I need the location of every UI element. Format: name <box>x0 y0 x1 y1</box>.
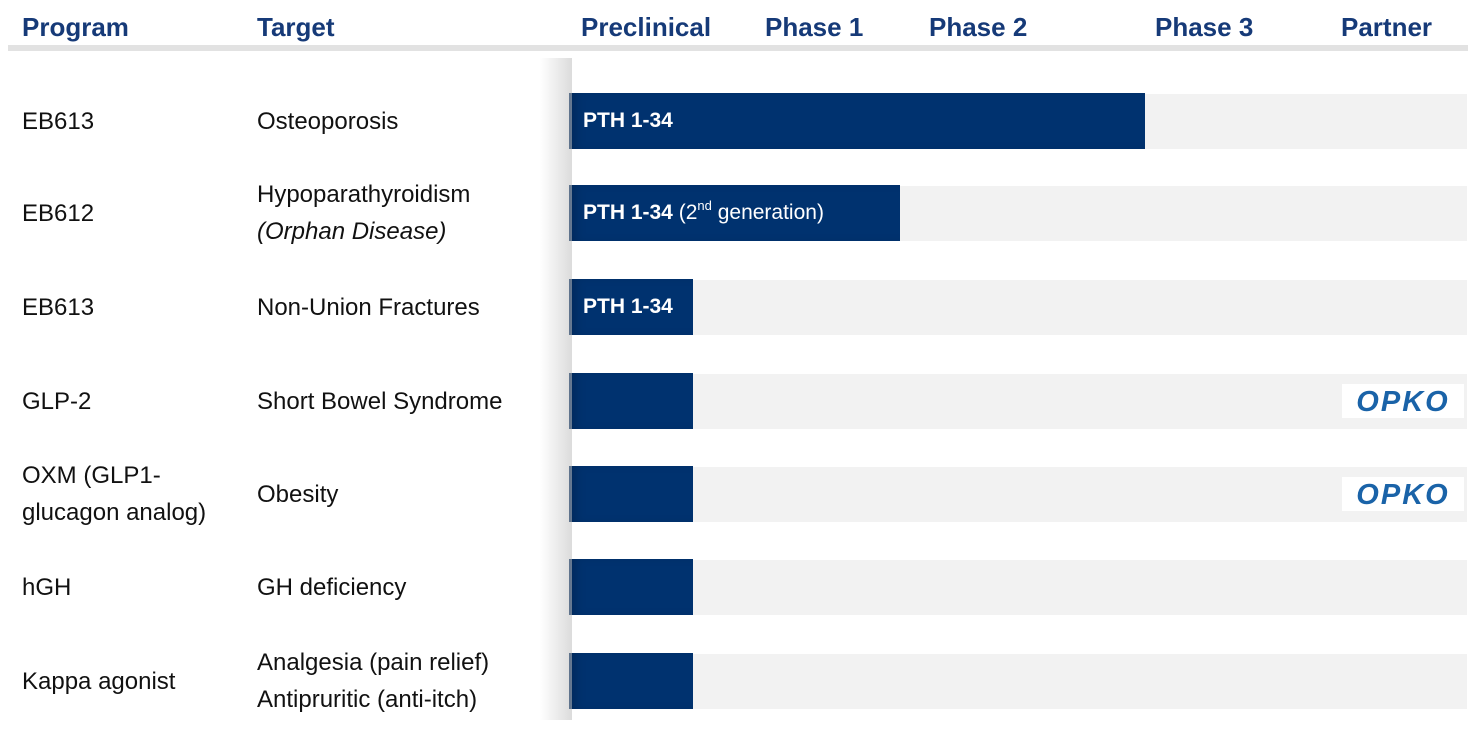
program-name: EB612 <box>22 200 95 227</box>
partner-logo: OPKO <box>1342 477 1464 511</box>
target-indication: Analgesia (pain relief) Antipruritic (ant… <box>257 644 489 718</box>
progress-bar: PTH 1-34 (2nd generation) <box>569 184 901 241</box>
target-line1: Analgesia (pain relief) <box>257 649 490 676</box>
target-indication: Non-Union Fractures <box>257 294 480 321</box>
bar-label: PTH 1-34 <box>583 295 673 319</box>
target-indication: GH deficiency <box>257 574 407 601</box>
opko-logo: OPKO <box>1356 479 1449 511</box>
partner-logo: OPKO <box>1342 384 1464 418</box>
partner-name: OPKO <box>1356 386 1449 418</box>
progress-bar <box>569 558 694 615</box>
progress-track <box>569 373 1467 429</box>
target-line1: Hypoparathyroidism <box>257 181 471 208</box>
bar-label-compound: PTH 1-34 <box>583 108 673 132</box>
program-name-line1: OXM (GLP1- <box>22 462 161 489</box>
bar-start-shadow <box>540 58 572 720</box>
header-partner: Partner <box>1341 12 1433 42</box>
progress-bar: PTH 1-34 <box>569 92 1145 149</box>
target-line2: (Orphan Disease) <box>257 218 447 245</box>
header-phase-2: Phase 2 <box>929 12 1028 42</box>
opko-logo: OPKO <box>1356 386 1449 418</box>
header-phase-1: Phase 1 <box>765 12 864 42</box>
program-name: EB613 <box>22 294 95 321</box>
program-name: GLP-2 <box>22 388 92 415</box>
program-name-line2: glucagon analog) <box>22 499 207 526</box>
program-name: EB613 <box>22 108 95 135</box>
bar-label-superscript: nd <box>697 197 712 213</box>
progress-bar: PTH 1-34 <box>569 278 694 335</box>
target-indication: Hypoparathyroidism (Orphan Disease) <box>257 176 470 250</box>
program-name: hGH <box>22 574 72 601</box>
bar-label-compound: PTH 1-34 <box>583 200 673 224</box>
header-target: Target <box>257 12 335 42</box>
bar-label-tail: generation) <box>711 200 824 224</box>
target-indication: Osteoporosis <box>257 108 399 135</box>
partner-name: OPKO <box>1356 479 1449 511</box>
header-phase-3: Phase 3 <box>1155 12 1254 42</box>
progress-bar <box>569 372 694 429</box>
target-indication: Short Bowel Syndrome <box>257 388 503 415</box>
progress-track <box>569 466 1467 522</box>
target-line2: Antipruritic (anti-itch) <box>257 686 478 713</box>
progress-track <box>569 653 1467 709</box>
target-indication: Obesity <box>257 481 339 508</box>
progress-track <box>569 279 1467 335</box>
bar-label: PTH 1-34 <box>583 109 673 133</box>
program-name: Kappa agonist <box>22 668 176 695</box>
header-divider <box>8 45 1468 51</box>
header-program: Program <box>22 12 129 42</box>
progress-bar <box>569 465 694 522</box>
bar-label-generation: (2 <box>678 200 698 224</box>
program-name: OXM (GLP1- glucagon analog) <box>22 457 206 531</box>
header-preclinical: Preclinical <box>581 12 712 42</box>
progress-track <box>569 559 1467 615</box>
bar-label: PTH 1-34 (2nd generation) <box>583 197 824 225</box>
progress-bar <box>569 652 694 709</box>
bar-label-compound: PTH 1-34 <box>583 294 673 318</box>
